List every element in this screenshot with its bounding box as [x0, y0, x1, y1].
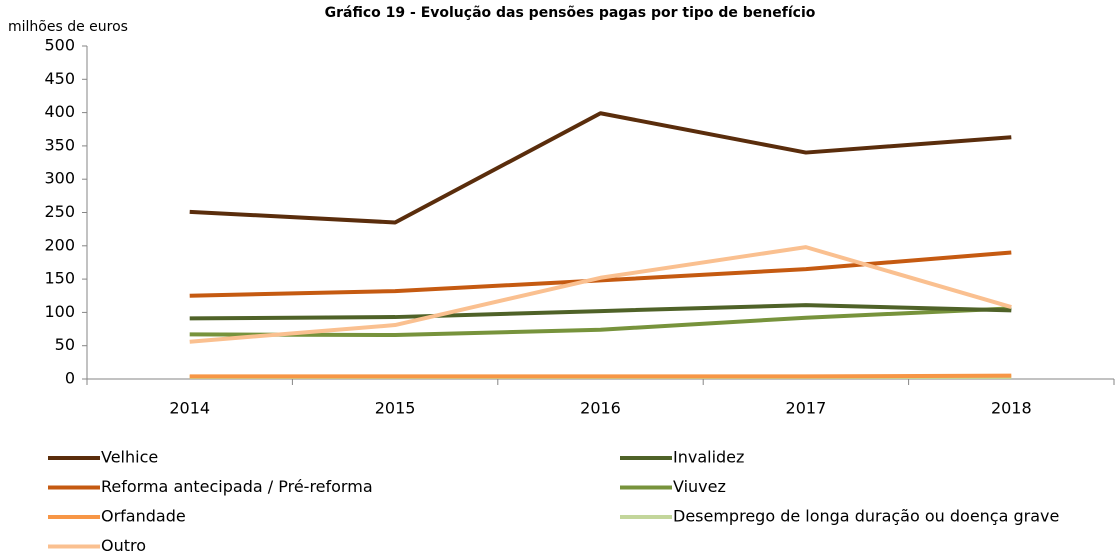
series-line — [189, 373, 1012, 379]
legend-label: Desemprego de longa duração ou doença gr… — [673, 507, 1059, 526]
x-tick-label: 2015 — [375, 399, 416, 418]
y-tick-label: 300 — [44, 169, 75, 188]
y-tick-label: 200 — [44, 235, 75, 254]
legend-label: Viuvez — [673, 477, 726, 496]
y-tick-label: 0 — [65, 369, 75, 388]
x-tick-label: 2014 — [169, 399, 210, 418]
y-axis-label: milhões de euros — [8, 19, 128, 35]
series-line — [189, 111, 1012, 225]
legend-label: Invalidez — [673, 448, 744, 467]
y-tick-label: 450 — [44, 69, 75, 88]
x-tick-label: 2016 — [580, 399, 621, 418]
x-tick-label: 2017 — [786, 399, 827, 418]
legend-label: Orfandade — [101, 507, 186, 526]
series-line — [189, 303, 1012, 321]
series-line — [189, 306, 1012, 338]
legend-label: Reforma antecipada / Pré-reforma — [101, 477, 373, 496]
legend-label: Velhice — [101, 448, 158, 467]
x-tick-label: 2018 — [991, 399, 1032, 418]
y-tick-label: 150 — [44, 269, 75, 288]
y-tick-label: 250 — [44, 202, 75, 221]
y-tick-label: 400 — [44, 102, 75, 121]
legend-label: Outro — [101, 536, 146, 555]
series-line — [189, 250, 1012, 298]
series-line — [189, 245, 1012, 344]
y-tick-label: 100 — [44, 302, 75, 321]
y-tick-label: 350 — [44, 135, 75, 154]
y-tick-label: 50 — [55, 335, 75, 354]
chart-title: Gráfico 19 - Evolução das pensões pagas … — [325, 5, 816, 21]
y-tick-label: 500 — [44, 36, 75, 55]
